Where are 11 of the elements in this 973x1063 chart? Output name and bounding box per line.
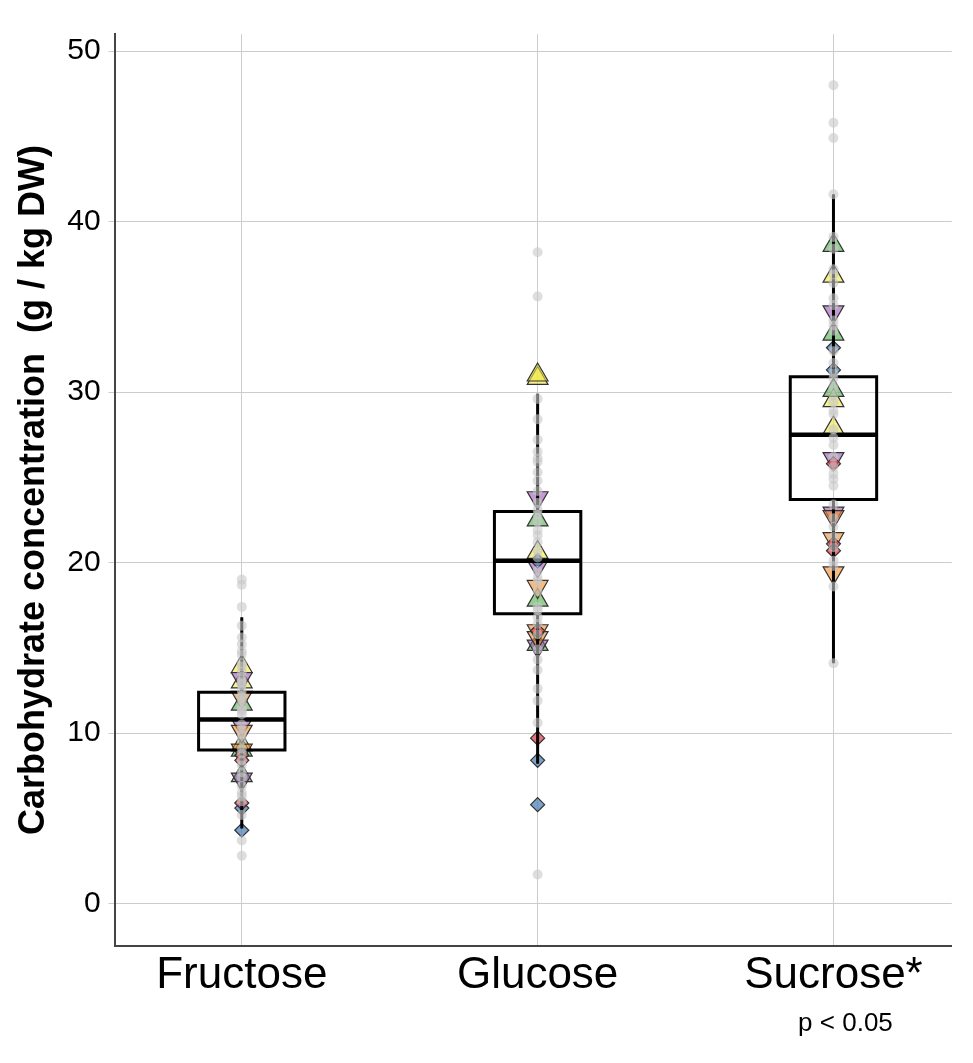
y-tick-label: 0 [83, 884, 101, 918]
x-tick-label: Fructose [156, 947, 328, 997]
x-tick-label: Glucose [456, 947, 619, 997]
text: p < 0.05 [798, 1007, 893, 1038]
y-tick-label: 40 [67, 202, 101, 236]
y-tick-label: 30 [67, 373, 101, 407]
y-tick-label: 50 [67, 32, 101, 66]
y-tick-label: 20 [67, 543, 101, 577]
y-axis-title: Carbohydrate concentration (g / kg DW) [10, 145, 52, 836]
x-tick-label: Sucrose* [744, 947, 923, 997]
y-tick-label: 10 [67, 714, 101, 748]
